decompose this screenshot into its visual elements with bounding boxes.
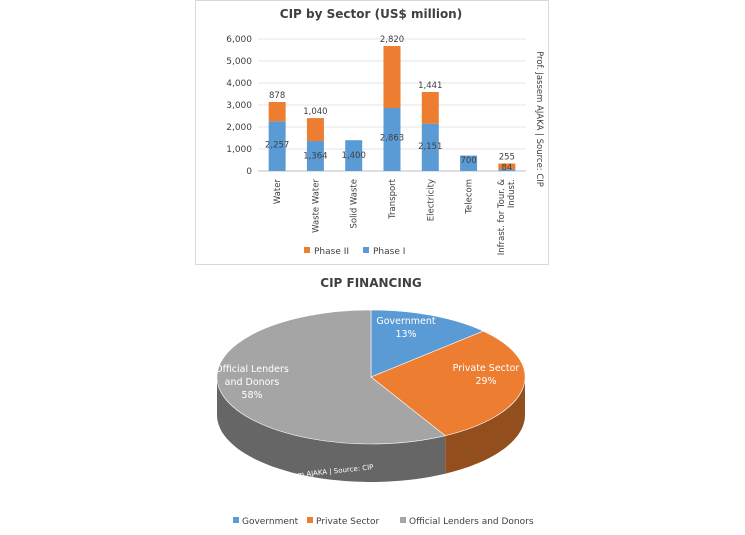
- slice-label-percent: 13%: [395, 329, 416, 340]
- slice-label-percent: 29%: [475, 376, 496, 387]
- bar-phase-2: [268, 102, 286, 122]
- legend-entry: Government: [242, 517, 299, 527]
- bar-phase-1: [268, 121, 286, 171]
- x-category-label: Electricity: [426, 179, 436, 221]
- y-tick-label: 5,000: [226, 57, 252, 67]
- x-category-label: Water: [273, 179, 283, 205]
- pie-chart-title: CIP FINANCING: [320, 276, 421, 290]
- pie-slice: [370, 330, 526, 437]
- x-category-label: Transport: [388, 178, 398, 220]
- bar-chart-svg: CIP by Sector (US$ million) 0 1,000 2,000 3,…: [226, 7, 544, 257]
- legend-entry: Official Lenders and Donors: [409, 517, 534, 527]
- bar-phase-2: [498, 163, 516, 170]
- y-tick-label: 2,000: [226, 123, 252, 133]
- bar-phase-1: [498, 169, 516, 171]
- data-label-phase-2: 878: [269, 91, 285, 101]
- legend-swatch: [304, 247, 310, 253]
- bar-phase-1: [421, 123, 439, 171]
- x-category-label: Indust.: [507, 179, 517, 208]
- legend-entry: Phase I: [373, 247, 405, 257]
- x-category-label: Infrast. for Tour. &: [497, 179, 507, 256]
- bar-phase-2: [306, 118, 324, 141]
- legend-swatch: [233, 517, 239, 523]
- bar-phase-2: [421, 91, 439, 124]
- pie-slice: [216, 309, 446, 445]
- pie-chart-panel: CIP FINANCING Government 13% Private Sector…: [195, 268, 549, 535]
- bar-phase-1: [460, 155, 478, 171]
- pie-side-wall: [217, 377, 446, 482]
- legend-entry: Phase II: [314, 247, 349, 257]
- y-tick-label: 1,000: [226, 145, 252, 155]
- legend-swatch: [363, 247, 369, 253]
- x-category-label: Telecom: [465, 179, 475, 215]
- bar-chart-title: CIP by Sector (US$ million): [280, 7, 462, 21]
- y-tick-label: 6,000: [226, 35, 252, 45]
- legend-entry: Private Sector: [316, 517, 379, 527]
- bar-phase-2: [383, 45, 401, 109]
- legend-swatch: [307, 517, 313, 523]
- bar-phase-1: [383, 108, 401, 171]
- slice-label-name: Official Lenders: [215, 364, 289, 375]
- data-label-phase-1: 700: [460, 156, 476, 166]
- data-label-phase-1: 84: [501, 163, 512, 173]
- slice-label-name: and Donors: [225, 377, 280, 388]
- legend-swatch: [400, 517, 406, 523]
- data-label-phase-1: 2,151: [418, 142, 442, 152]
- bar-chart-panel: CIP by Sector (US$ million) 0 1,000 2,000 3,…: [195, 0, 549, 265]
- data-label-phase-2: 255: [499, 153, 515, 163]
- data-label-phase-2: 2,820: [380, 35, 404, 45]
- y-tick-label: 3,000: [226, 101, 252, 111]
- data-label-phase-2: 1,040: [303, 107, 327, 117]
- y-tick-label: 0: [246, 167, 252, 177]
- y-tick-label: 4,000: [226, 79, 252, 89]
- bar-phase-1: [306, 140, 324, 171]
- data-label-phase-2: 1,441: [418, 81, 442, 91]
- pie-side-wall: [445, 377, 525, 474]
- data-label-phase-1: 2,863: [380, 133, 404, 143]
- slice-label-name: Government: [376, 316, 436, 327]
- pie-chart-svg: CIP FINANCING Government 13% Private Sector…: [215, 276, 534, 527]
- source-note: Prof. Jassem AJAKA | Source: CIP: [534, 51, 544, 187]
- data-label-phase-1: 1,364: [303, 151, 327, 161]
- bar-phase-1: [345, 140, 363, 171]
- slice-label-name: Private Sector: [453, 363, 520, 374]
- slice-label-percent: 58%: [241, 390, 262, 401]
- x-category-label: Waste Water: [311, 178, 321, 232]
- x-category-label: Solid Waste: [350, 179, 360, 228]
- pie-slice: [370, 309, 485, 378]
- data-label-phase-1: 1,400: [342, 151, 366, 161]
- data-label-phase-1: 2,257: [265, 141, 289, 151]
